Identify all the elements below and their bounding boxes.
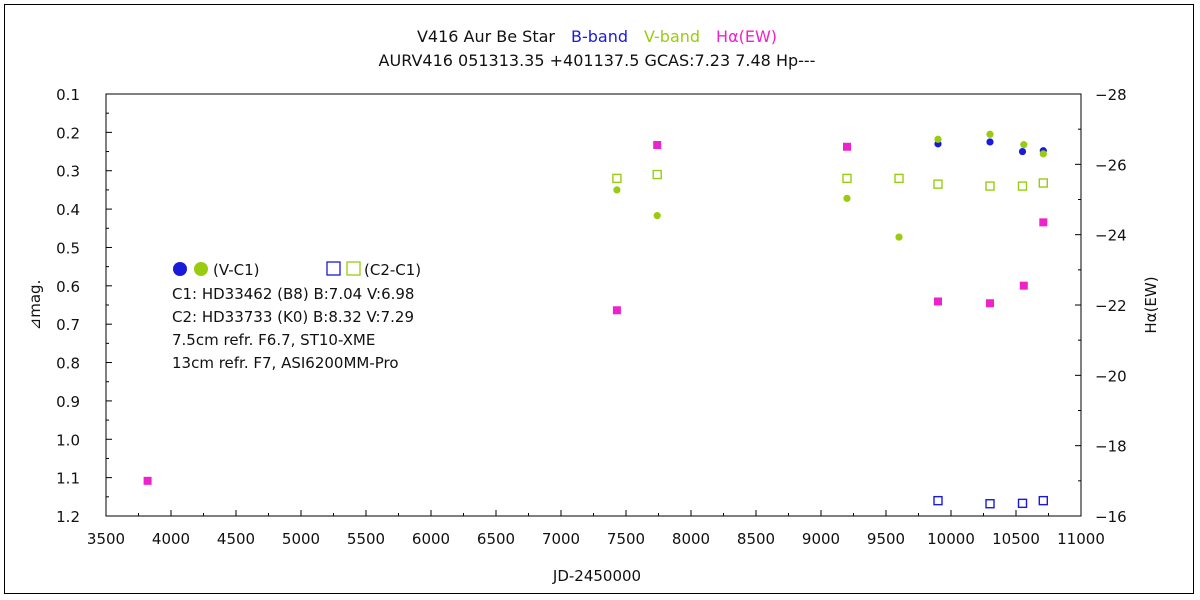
y-tick-label: 0.6 [56,278,80,296]
data-point-halpha [843,142,851,151]
x-tick-label: 9500 [867,530,905,548]
data-point-v_c2c1 [842,173,852,184]
legend-label-c2-c1: (C2-C1) [364,261,421,279]
data-point-halpha [653,140,662,149]
y-tick-label: 1.0 [56,431,80,449]
data-point-v_c2c1 [1017,181,1028,191]
data-point-halpha [986,299,994,308]
y-tick-label: 0.7 [56,316,80,334]
data-point-v_c2c1 [1038,178,1049,188]
chart-title-part: B-band [555,27,628,46]
data-point-v_vc1 [986,130,994,138]
y-tick-label: 0.3 [56,163,80,181]
data-point-halpha [1039,218,1048,227]
data-point-v_vc1 [613,186,621,194]
data-point-b_vc1 [986,138,994,146]
y2-tick-label: −28 [1095,86,1127,104]
data-point-b_c2c1 [1038,495,1049,506]
y-tick-label: 0.9 [56,393,80,411]
x-tick-label: 8500 [737,530,775,548]
data-point-halpha [143,476,152,485]
legend-marker-v-filled [194,262,208,276]
y2-tick-labels: −28 −26 −24 −22 −20 −18 −16 [1095,86,1127,526]
y-tick-label: 1.2 [56,508,80,526]
x-tick-label: 6000 [412,530,450,548]
y-tick-label: 0.2 [56,124,80,142]
data-point-halpha [934,297,942,306]
data-point-v_vc1 [895,233,903,241]
data-point-v_vc1 [843,194,851,202]
x-tick-label: 4500 [217,530,255,548]
data-points [143,130,1049,509]
chart-title-part: Hα(EW) [700,27,777,46]
legend: (V-C1) (C2-C1) C1: HD33462 (B8) B:7.04 V… [172,261,421,372]
x-tick-label: 9000 [802,530,840,548]
y2-tick-label: −20 [1095,367,1127,385]
y2-tick-label: −24 [1095,227,1127,245]
data-point-b_vc1 [1018,147,1027,156]
x-tick-labels: 3500 4000 4500 5000 5500 6000 6500 7000 7500 8000… [87,530,1105,548]
data-point-v_vc1 [1020,141,1028,149]
y2-tick-label: −16 [1095,508,1127,526]
data-point-v_vc1 [653,212,661,220]
x-tick-label: 10500 [992,530,1040,548]
plot-grid-and-axes [105,93,1082,517]
data-point-v_vc1 [1039,150,1047,158]
chart-subtitle: AURV416 051313.35 +401137.5 GCAS:7.23 7.… [379,51,816,70]
legend-line-c2: C2: HD33733 (K0) B:8.32 V:7.29 [172,308,414,326]
x-axis-label: JD-2450000 [552,567,641,585]
y2-tick-label: −26 [1095,156,1127,174]
y2-tick-label: −22 [1095,297,1127,315]
legend-marker-b-filled [173,262,187,276]
data-point-v_c2c1 [894,173,904,184]
legend-marker-v-open [346,261,361,276]
legend-label-v-c1: (V-C1) [213,261,260,279]
y2-tick-label: −18 [1095,438,1127,456]
data-point-b_c2c1 [933,495,943,506]
y2-axis-label: Hα(EW) [1142,276,1160,333]
data-point-b_c2c1 [1017,498,1028,509]
legend-line-c1: C1: HD33462 (B8) B:7.04 V:6.98 [172,285,414,303]
x-tick-label: 3500 [87,530,125,548]
x-tick-label: 10000 [927,530,975,548]
data-point-halpha [1019,281,1028,290]
chart-frame [4,4,1194,594]
data-point-b_c2c1 [985,499,995,509]
x-tick-label: 7500 [607,530,645,548]
y-tick-label: 0.1 [56,86,80,104]
chart-title-part: V416 Aur Be Star [417,27,555,46]
data-point-v_c2c1 [985,181,995,191]
chart-title-part: V-band [628,27,700,46]
x-tick-label: 6500 [477,530,515,548]
x-tick-label: 4000 [152,530,190,548]
x-tick-label: 5500 [347,530,385,548]
data-point-v_vc1 [934,135,942,143]
x-tick-label: 8000 [672,530,710,548]
x-tick-label: 11000 [1057,530,1105,548]
y-tick-label: 0.8 [56,355,80,373]
legend-marker-b-open [326,261,341,276]
y-tick-label: 0.4 [56,201,80,219]
data-point-v_c2c1 [652,169,662,180]
y-axis-label: ⊿mag. [26,280,44,331]
data-point-v_c2c1 [612,173,622,184]
x-tick-label: 7000 [542,530,580,548]
chart-title: V416 Aur Be Star B-band V-band Hα(EW) [417,27,777,46]
y-tick-label: 1.1 [56,470,80,488]
y-tick-label: 0.5 [56,239,80,257]
legend-line-instrument-2: 13cm refr. F7, ASI6200MM-Pro [172,354,399,372]
y-tick-labels: 0.1 0.2 0.3 0.4 0.5 0.6 0.7 0.8 0.9 1.0 1.1 1.2 [56,86,80,526]
data-point-halpha [612,306,621,315]
data-point-v_c2c1 [933,179,943,189]
x-tick-label: 5000 [282,530,320,548]
legend-line-instrument-1: 7.5cm refr. F6.7, ST10-XME [172,331,375,349]
